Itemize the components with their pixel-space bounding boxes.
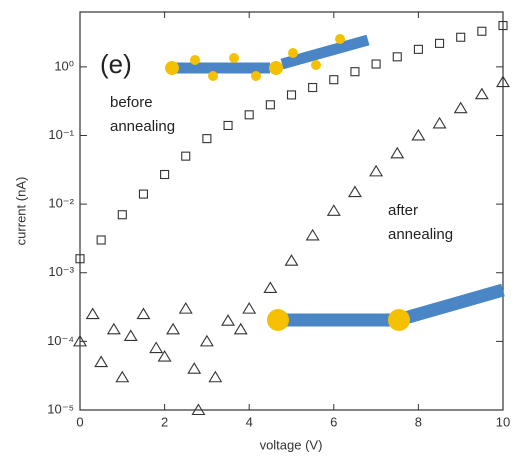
point xyxy=(149,341,164,354)
point xyxy=(498,20,508,31)
point xyxy=(73,334,87,347)
point xyxy=(305,228,320,241)
plot-frame xyxy=(79,11,504,411)
point xyxy=(477,26,487,36)
point xyxy=(326,204,341,216)
point xyxy=(85,307,100,320)
point xyxy=(390,146,405,159)
y-tick-label: 10⁻³ xyxy=(48,264,74,279)
annotation: annealing xyxy=(388,226,453,243)
x-tick-label: 4 xyxy=(246,414,253,429)
point xyxy=(432,116,447,129)
point xyxy=(329,75,339,85)
y-tick-label: 10⁰ xyxy=(54,58,74,73)
point xyxy=(411,128,426,141)
point xyxy=(181,151,191,161)
point xyxy=(369,164,384,177)
x-tick-label: 2 xyxy=(161,414,168,429)
x-tick-label: 6 xyxy=(330,414,337,429)
point xyxy=(413,44,423,54)
point xyxy=(265,100,275,110)
point xyxy=(75,254,85,264)
y-tick-label: 10⁻⁵ xyxy=(47,401,74,416)
point xyxy=(496,75,510,88)
molecule-after xyxy=(267,283,505,331)
point xyxy=(284,254,299,266)
point xyxy=(242,302,257,314)
point xyxy=(347,185,362,198)
x-axis-label: voltage (V) xyxy=(260,437,323,452)
point xyxy=(202,134,212,144)
point xyxy=(106,322,121,335)
point xyxy=(136,307,151,320)
point xyxy=(208,370,223,383)
point xyxy=(160,169,170,180)
point xyxy=(157,350,172,362)
point xyxy=(244,110,254,120)
annotation: after xyxy=(388,202,418,219)
point xyxy=(392,52,402,62)
y-tick-label: 10⁻¹ xyxy=(48,127,74,142)
y-tick-label: 10⁻² xyxy=(48,196,74,211)
point xyxy=(94,355,109,368)
point xyxy=(221,314,236,326)
point xyxy=(456,32,466,42)
y-tick-label: 10⁻⁴ xyxy=(47,333,74,348)
point xyxy=(434,38,445,48)
annotation: (e) xyxy=(100,49,132,79)
point xyxy=(138,189,148,199)
point xyxy=(453,101,468,114)
point xyxy=(191,403,206,416)
point xyxy=(96,235,106,245)
point xyxy=(286,90,297,100)
annotation: annealing xyxy=(110,118,175,135)
point xyxy=(123,329,138,341)
point xyxy=(187,362,202,374)
point xyxy=(223,120,233,131)
point xyxy=(263,281,278,294)
point xyxy=(308,82,318,93)
y-axis-label: current (nA) xyxy=(13,177,28,246)
point xyxy=(199,334,214,347)
point xyxy=(166,322,181,335)
point xyxy=(178,302,193,314)
point xyxy=(350,67,360,77)
point xyxy=(233,322,248,335)
point xyxy=(117,210,127,220)
annotation: before xyxy=(110,94,153,111)
molecule-before xyxy=(165,34,370,81)
point xyxy=(371,59,381,69)
point xyxy=(474,87,489,100)
x-tick-label: 10 xyxy=(496,414,510,429)
x-tick-label: 0 xyxy=(76,414,83,429)
x-tick-label: 8 xyxy=(415,414,422,429)
point xyxy=(115,370,130,383)
